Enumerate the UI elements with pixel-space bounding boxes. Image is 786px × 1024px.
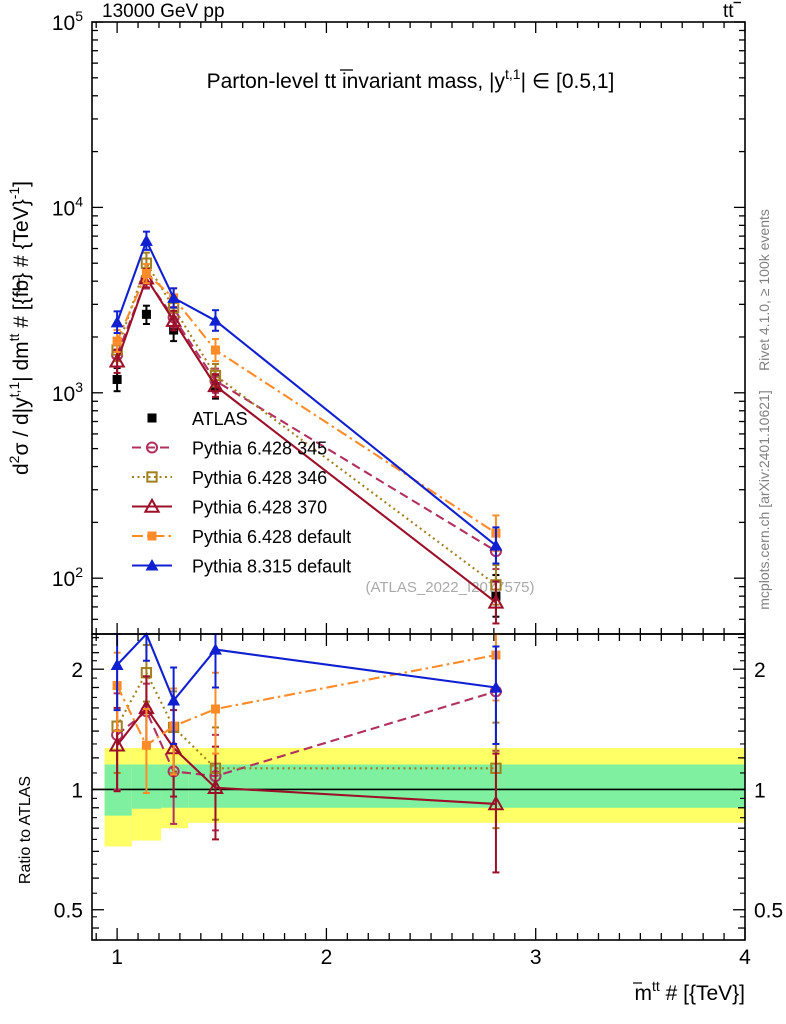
legend-item-1[interactable]: Pythia 6.428 345 [132,439,327,459]
main-x-axis-ticks [95,22,746,634]
data-point-marker [110,658,124,670]
header-energy-label: 13000 GeV pp [102,1,225,22]
data-point-marker [210,704,220,714]
data-point-marker [141,268,151,279]
ratio-y-tick-label: 0.5 [54,900,83,923]
data-point-marker [141,740,151,750]
series-pythia-8-315-default [110,632,503,745]
data-point-marker [108,736,126,752]
ratio-plot-frame [91,633,746,941]
ratio-y-tick-label: 2 [71,659,83,682]
series-pythia-6-428-346 [111,251,502,606]
ratio-series-group [108,632,505,874]
x-tick-label: 3 [530,946,542,969]
data-point-marker [165,311,182,327]
legend-label: ATLAS [192,409,248,429]
y-tick-label: 105 [52,8,83,35]
ratio-y-tick-label-right: 0.5 [754,900,783,923]
data-point-marker [167,291,181,303]
sidenote-mcplots: mcplots.cern.ch [arXiv:2401.10621] [756,390,772,609]
ratio-panel: 2 2 1 1 0.5 0.5 1 2 3 4 Ratio to ATLAS mtt # [{TeV}… [17,632,783,1005]
legend-label: Pythia 6.428 370 [192,498,327,518]
sidenote-rivet: Rivet 4.1.0, ≥ 100k events [756,209,772,371]
header-ttbar-text: tt [723,1,734,22]
x-tick-label: 2 [321,946,333,969]
data-point-marker [209,643,222,655]
data-point-marker [207,779,224,795]
ratio-y-tick-label-right: 2 [754,659,766,682]
ratio-axis-title: Ratio to ATLAS [17,776,34,884]
legend-item-0[interactable]: ATLAS [147,409,248,429]
legend-label: Pythia 8.315 default [192,557,351,577]
series-pythia-8-315-default [110,230,503,565]
legend-item-3[interactable]: Pythia 6.428 370 [132,498,327,518]
band-segment [188,764,745,808]
data-point-marker [209,314,222,326]
main-panel: 105 104 103 102 d2σ / d|yt,1| dmtt # [{fb} #… [6,8,746,635]
data-point-marker [112,374,122,384]
legend-item-2[interactable]: Pythia 6.428 346 [132,468,327,488]
data-point-marker [489,539,503,551]
legend-marker [143,497,161,513]
ratio-y-tick-label-right: 1 [754,779,766,802]
header-ttbar-label: tt [723,1,741,22]
data-point-marker [108,352,126,368]
plot-title: Parton-level tt invariant mass, |yt,1| ∈… [207,66,615,93]
data-point-marker [487,593,505,609]
x-axis-title: mtt # [{TeV}] [634,978,745,1005]
legend-item-4[interactable]: Pythia 6.428 default [132,527,351,547]
main-series-group [108,230,505,625]
y-axis-title: d2σ / d|yt,1| dmtt # [{fb} # {TeV}-1] [6,181,33,475]
y-tick-label: 104 [52,193,83,220]
legend-label: Pythia 6.428 default [192,527,351,547]
x-tick-label: 4 [739,946,751,969]
ratio-y-axis-ticks [92,636,745,941]
series-line [116,654,497,747]
legend-item-5[interactable]: Pythia 8.315 default [132,557,351,577]
legend-label: Pythia 6.428 346 [192,468,327,488]
legend-label: Pythia 6.428 345 [192,439,327,459]
data-point-marker [487,795,505,811]
ratio-x-axis-ticks [95,634,746,940]
data-point-marker [210,345,220,355]
legend-marker [145,559,159,571]
legend-marker [147,413,157,423]
legend-marker [145,441,159,454]
legend: ATLAS Pythia 6.428 345 Pythia 6.428 346 Pyt… [132,409,351,577]
data-point-marker [112,336,122,346]
dataset-watermark: (ATLAS_2022_I2077575) [365,579,534,596]
data-point-marker [139,234,153,246]
ratio-y-tick-label: 1 [71,779,83,802]
data-point-marker [110,315,124,328]
y-tick-label: 103 [52,379,83,406]
y-tick-label: 102 [52,564,83,591]
x-tick-label: 1 [111,946,123,969]
data-point-marker [167,694,181,706]
legend-marker [146,471,158,483]
ratio-band-inner [104,764,745,816]
data-point-marker [489,681,503,693]
legend-marker [147,531,157,541]
data-point-marker [207,377,224,393]
data-point-marker [141,309,151,319]
main-y-axis-ticks [92,21,745,635]
